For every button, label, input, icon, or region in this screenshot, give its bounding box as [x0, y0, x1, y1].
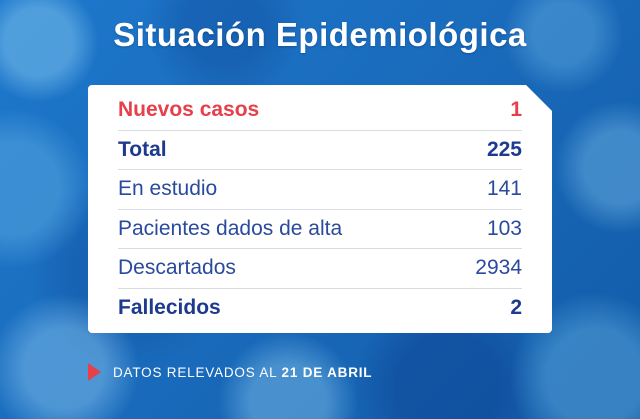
- footer-text: DATOS RELEVADOS AL 21 DE ABRIL: [113, 365, 372, 380]
- footer-date: 21 DE ABRIL: [281, 364, 373, 380]
- table-row: Descartados 2934: [118, 249, 522, 289]
- footer-note: DATOS RELEVADOS AL 21 DE ABRIL: [88, 363, 372, 381]
- table-row: Nuevos casos 1: [118, 91, 522, 131]
- table-row: Fallecidos 2: [118, 289, 522, 328]
- row-label: Nuevos casos: [118, 98, 260, 122]
- row-label: Fallecidos: [118, 295, 221, 319]
- stats-table: Nuevos casos 1 Total 225 En estudio 141 Pacien…: [118, 91, 522, 327]
- row-value: 1: [510, 98, 522, 122]
- row-value: 103: [486, 216, 522, 240]
- play-triangle-icon: [88, 363, 101, 381]
- table-row: En estudio 141: [118, 170, 522, 210]
- row-label: Descartados: [118, 256, 236, 280]
- row-value: 225: [486, 137, 522, 161]
- folded-corner-icon: [526, 85, 552, 111]
- table-row: Pacientes dados de alta 103: [118, 210, 522, 250]
- row-value: 2: [510, 295, 522, 319]
- row-value: 141: [486, 177, 522, 201]
- stats-card: Nuevos casos 1 Total 225 En estudio 141 Pacien…: [88, 85, 552, 333]
- page-title: Situación Epidemiológica: [113, 16, 527, 53]
- row-label: Pacientes dados de alta: [118, 216, 343, 240]
- row-value: 2934: [475, 256, 522, 280]
- table-row: Total 225: [118, 131, 522, 171]
- row-label: En estudio: [118, 177, 218, 201]
- row-label: Total: [118, 137, 167, 161]
- footer-prefix: DATOS RELEVADOS AL: [113, 364, 277, 380]
